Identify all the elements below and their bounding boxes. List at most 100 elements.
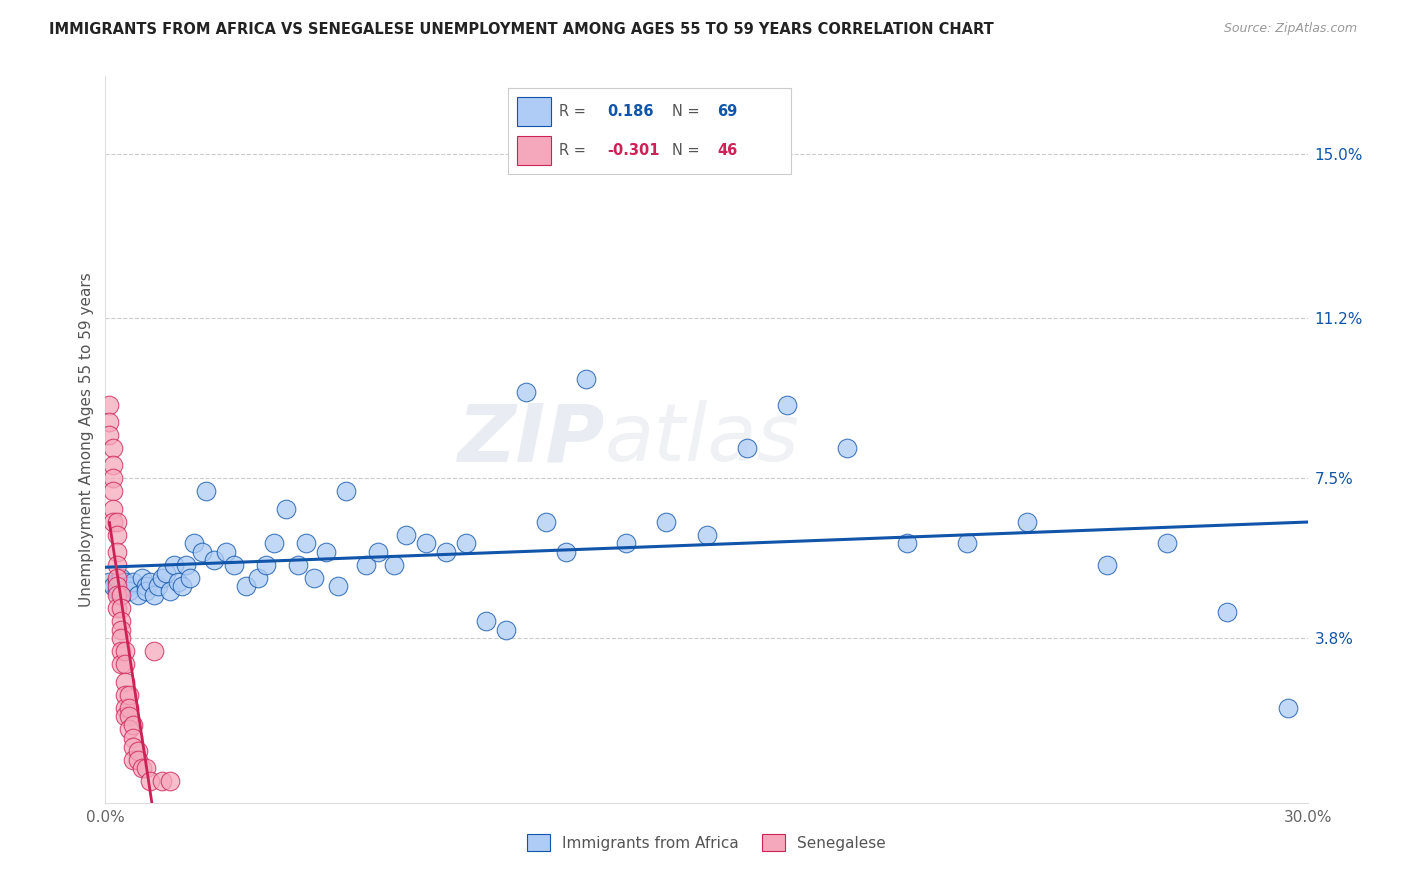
Point (235, 579, 257, 593)
Point (222, 558, 245, 572)
Point (103, 441, 125, 455)
Point (103, 501, 125, 516)
Point (495, 623, 517, 637)
Point (174, 558, 197, 572)
Point (354, 558, 377, 572)
Point (107, 583, 129, 598)
Point (138, 774, 160, 789)
Point (98, 575, 121, 590)
Point (135, 761, 157, 775)
Point (118, 579, 141, 593)
Point (1097, 558, 1119, 572)
Point (118, 583, 141, 598)
Point (382, 558, 405, 572)
Point (103, 515, 125, 529)
Point (150, 774, 173, 789)
Point (536, 515, 558, 529)
Point (1156, 536, 1178, 550)
Point (776, 398, 799, 412)
Point (202, 553, 225, 567)
Point (367, 545, 389, 559)
Point (114, 644, 136, 658)
Point (575, 372, 598, 386)
Point (107, 579, 129, 593)
Point (135, 583, 157, 598)
Point (138, 575, 160, 590)
Point (103, 471, 125, 485)
Point (98, 428, 121, 442)
Point (835, 441, 858, 455)
Point (315, 545, 337, 559)
Point (107, 515, 129, 529)
Point (1017, 515, 1039, 529)
Text: IMMIGRANTS FROM AFRICA VS SENEGALESE UNEMPLOYMENT AMONG AGES 55 TO 59 YEARS CORR: IMMIGRANTS FROM AFRICA VS SENEGALESE UNE… (49, 22, 994, 37)
Point (98, 415, 121, 429)
Point (110, 632, 132, 646)
Point (107, 601, 129, 615)
Point (1216, 606, 1239, 620)
Point (127, 744, 149, 758)
Point (110, 588, 132, 602)
Point (1277, 700, 1299, 714)
Point (114, 700, 136, 714)
Point (335, 484, 357, 499)
Point (114, 579, 136, 593)
Point (114, 674, 136, 689)
Point (107, 588, 129, 602)
Point (127, 588, 149, 602)
Point (190, 545, 212, 559)
Point (254, 558, 277, 572)
Point (122, 752, 145, 766)
Point (118, 723, 141, 737)
Point (110, 657, 132, 672)
Point (122, 718, 145, 732)
Point (127, 752, 149, 766)
Point (155, 566, 177, 581)
Point (131, 761, 153, 775)
Point (179, 571, 201, 585)
Point (135, 579, 157, 593)
Point (515, 384, 537, 399)
Point (434, 545, 457, 559)
Y-axis label: Unemployment Among Ages 55 to 59 years: Unemployment Among Ages 55 to 59 years (79, 272, 94, 607)
Point (415, 536, 437, 550)
Point (114, 575, 136, 590)
Point (896, 536, 918, 550)
Point (114, 657, 136, 672)
Point (110, 614, 132, 628)
Point (956, 536, 979, 550)
Point (302, 571, 325, 585)
Point (107, 571, 129, 585)
Point (142, 644, 165, 658)
Point (246, 571, 269, 585)
Point (162, 558, 184, 572)
Point (118, 709, 141, 723)
Point (118, 688, 141, 702)
Point (170, 579, 193, 593)
Point (150, 571, 173, 585)
Point (107, 575, 129, 590)
Point (274, 501, 297, 516)
Text: atlas: atlas (605, 401, 799, 478)
Point (475, 614, 498, 628)
Point (159, 583, 181, 598)
Point (110, 571, 132, 585)
Text: ZIP: ZIP (457, 401, 605, 478)
Point (122, 739, 145, 754)
Point (110, 588, 132, 602)
Point (110, 623, 132, 637)
Point (103, 458, 125, 473)
Point (98, 398, 121, 412)
Point (456, 536, 478, 550)
Point (114, 709, 136, 723)
Point (103, 579, 125, 593)
Point (110, 601, 132, 615)
Point (655, 515, 678, 529)
Point (395, 527, 418, 541)
Legend: Immigrants from Africa, Senegalese: Immigrants from Africa, Senegalese (522, 828, 891, 857)
Point (131, 571, 153, 585)
Point (326, 579, 349, 593)
Point (107, 527, 129, 541)
Point (194, 484, 217, 499)
Point (696, 527, 718, 541)
